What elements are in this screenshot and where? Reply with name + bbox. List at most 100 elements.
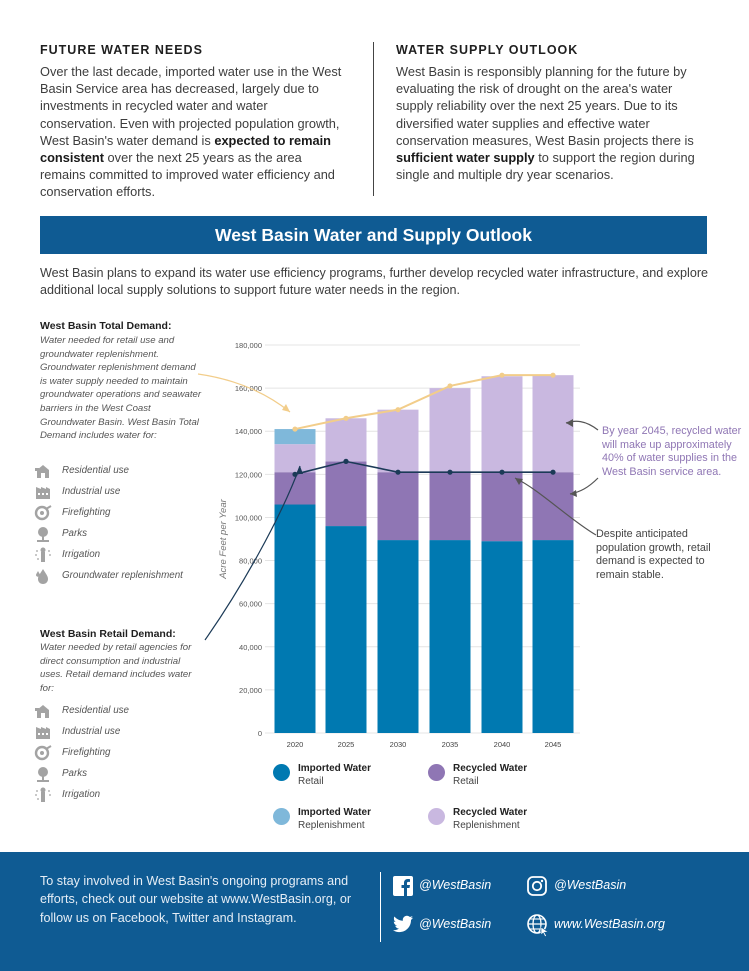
bar-segment (325, 461, 367, 527)
bar-segment (274, 472, 316, 505)
use-item-label: Parks (62, 768, 88, 779)
retail-annotation: Despite anticipated population growth, r… (596, 528, 711, 581)
supply-demand-chart: 0 20,000 40,000 60,000 80,000 100,000 120,000 1… (197, 341, 599, 749)
instagram-link[interactable]: @WestBasin (554, 878, 627, 892)
column-divider (373, 42, 374, 196)
retail-demand-point (343, 458, 349, 464)
footer-text: To stay involved in West Basin's ongoing… (40, 874, 352, 925)
y-tick-label: 60,000 (239, 600, 262, 609)
arrow-head (570, 490, 577, 497)
bar-segment (429, 472, 471, 541)
bar-segment (481, 376, 523, 473)
x-tick-label: 2020 (287, 740, 304, 749)
fire-hose-icon (34, 505, 52, 521)
bar-segment (481, 472, 523, 542)
bar-segment (532, 375, 574, 473)
supply-outlook-heading: WATER SUPPLY OUTLOOK (396, 43, 579, 57)
retail-callout-arrow (514, 477, 597, 536)
retail-demand-arrow (204, 465, 301, 641)
residential-icon (35, 705, 49, 718)
retail-demand-point (499, 469, 505, 475)
use-item-label: Parks (62, 528, 88, 539)
arrow-head (515, 478, 523, 485)
bar-segment (325, 526, 367, 733)
x-tick-label: 2030 (390, 740, 407, 749)
instagram-icon[interactable] (526, 875, 548, 897)
footer: To stay involved in West Basin's ongoing… (0, 852, 749, 971)
use-item-label: Groundwater replenishment (62, 570, 183, 581)
retail-demand-point (550, 469, 556, 475)
total-demand-line (294, 374, 553, 431)
total-demand-point (447, 383, 453, 389)
recycled-annotation: By year 2045, recycled water will make u… (602, 425, 742, 478)
legend-title-imported-replenishment: Imported Water (298, 807, 371, 818)
use-item-label: Residential use (62, 465, 129, 476)
legend-title-recycled-retail: Recycled Water (453, 763, 528, 774)
use-item-label: Industrial use (62, 726, 121, 737)
retail-demand-point (395, 469, 401, 475)
x-tick-label: 2025 (338, 740, 355, 749)
retail-demand-point (447, 469, 453, 475)
bar-segment (532, 540, 574, 733)
globe-icon[interactable] (526, 913, 550, 937)
legend-sub-imported-retail: Retail (298, 776, 324, 787)
bar-segment (325, 418, 367, 462)
use-item-label: Irrigation (62, 549, 101, 560)
bar-segment (429, 388, 471, 473)
section-banner: West Basin Water and Supply Outlook (40, 216, 707, 254)
retail-demand-description: Water needed by retail agencies for dire… (40, 642, 192, 694)
y-tick-label: 80,000 (239, 557, 262, 566)
legend-sub-imported-replenishment: Replenishment (298, 820, 365, 831)
total-demand-point (292, 426, 298, 432)
sprinkler-icon (35, 787, 51, 802)
bar-segment (274, 504, 316, 733)
website-link[interactable]: www.WestBasin.org (554, 917, 665, 931)
y-tick-label: 20,000 (239, 686, 262, 695)
facebook-icon[interactable] (392, 875, 414, 897)
arrow-head (566, 419, 573, 427)
bar-segment (377, 540, 419, 733)
fire-hose-icon (34, 745, 52, 761)
use-item-label: Industrial use (62, 486, 121, 497)
supply-outlook-paragraph: West Basin is responsibly planning for t… (396, 64, 695, 183)
bar-segment (377, 409, 419, 473)
y-tick-label: 0 (258, 729, 262, 738)
use-item-label: Irrigation (62, 789, 101, 800)
y-tick-label: 180,000 (235, 341, 262, 350)
legend-sub-recycled-replenishment: Replenishment (453, 820, 520, 831)
y-tick-label: 100,000 (235, 513, 262, 522)
intro-paragraph: West Basin plans to expand its water use… (40, 266, 709, 298)
tree-icon (37, 767, 49, 782)
sprinkler-icon (35, 547, 51, 562)
water-drop-icon (36, 569, 48, 584)
total-demand-point (395, 407, 401, 413)
x-tick-label: 2045 (545, 740, 562, 749)
industrial-icon (36, 487, 50, 499)
arrow-head (282, 404, 290, 412)
bar-segment (532, 472, 574, 541)
bar-segment (377, 472, 419, 541)
footer-divider (380, 872, 381, 942)
twitter-link[interactable]: @WestBasin (419, 917, 492, 931)
bar-segment (429, 540, 471, 733)
future-needs-heading: FUTURE WATER NEEDS (40, 43, 203, 57)
facebook-link[interactable]: @WestBasin (419, 878, 492, 892)
y-tick-label: 160,000 (235, 384, 262, 393)
arrow-head (296, 466, 303, 474)
twitter-icon[interactable] (392, 913, 414, 935)
total-demand-point (499, 372, 505, 378)
legend-swatch-recycled-retail (428, 764, 445, 781)
total-demand-arrow (197, 373, 291, 413)
use-item-label: Firefighting (62, 507, 111, 518)
retail-demand-title: West Basin Retail Demand: (40, 628, 176, 640)
legend-sub-recycled-retail: Retail (453, 776, 479, 787)
total-demand-description: Water needed for retail use and groundwa… (40, 335, 202, 442)
future-needs-paragraph: Over the last decade, imported water use… (40, 64, 342, 200)
use-item-label: Residential use (62, 705, 129, 716)
x-tick-label: 2040 (494, 740, 511, 749)
legend-title-imported-retail: Imported Water (298, 763, 371, 774)
total-demand-point (343, 415, 349, 421)
total-demand-title: West Basin Total Demand: (40, 320, 172, 332)
industrial-icon (36, 727, 50, 739)
tree-icon (37, 527, 49, 542)
